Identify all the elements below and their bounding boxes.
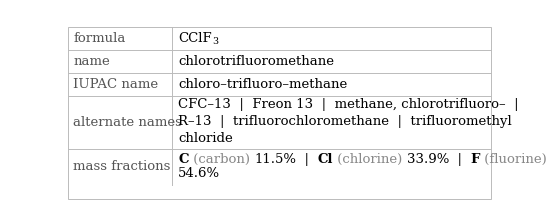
Text: formula: formula: [73, 32, 126, 45]
Text: |: |: [296, 153, 318, 166]
Text: IUPAC name: IUPAC name: [73, 78, 158, 91]
Text: (fluorine): (fluorine): [480, 153, 546, 166]
Text: 54.6%: 54.6%: [178, 167, 221, 180]
Text: chloride: chloride: [178, 132, 233, 145]
Text: CClF: CClF: [178, 32, 212, 45]
Text: (carbon): (carbon): [189, 153, 254, 166]
Text: chloro–trifluoro–methane: chloro–trifluoro–methane: [178, 78, 347, 91]
Text: chlorotrifluoromethane: chlorotrifluoromethane: [178, 55, 334, 68]
Text: Cl: Cl: [318, 153, 333, 166]
Text: R–13  |  trifluorochloromethane  |  trifluoromethyl: R–13 | trifluorochloromethane | trifluor…: [178, 115, 512, 128]
Text: C: C: [178, 153, 189, 166]
Text: F: F: [471, 153, 480, 166]
Text: mass fractions: mass fractions: [73, 160, 171, 173]
Text: CFC–13  |  Freon 13  |  methane, chlorotrifluoro–  |: CFC–13 | Freon 13 | methane, chlorotrifl…: [178, 98, 519, 111]
Text: alternate names: alternate names: [73, 116, 182, 129]
Text: 33.9%: 33.9%: [407, 153, 449, 166]
Text: 11.5%: 11.5%: [254, 153, 296, 166]
Text: name: name: [73, 55, 110, 68]
Text: (chlorine): (chlorine): [333, 153, 407, 166]
Text: 3: 3: [212, 37, 218, 46]
Text: |: |: [449, 153, 471, 166]
